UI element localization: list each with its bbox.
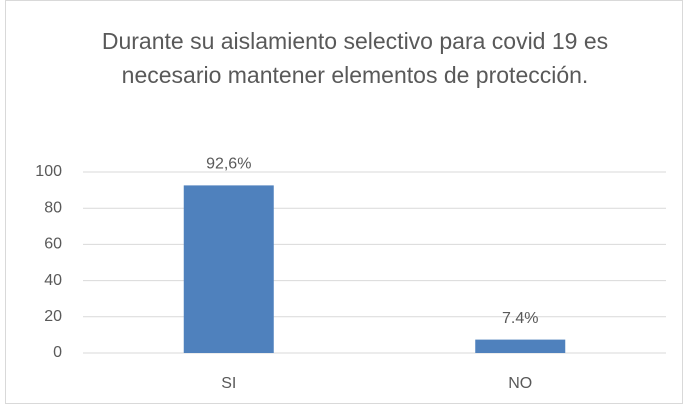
y-tick-label: 60: [44, 236, 62, 253]
x-tick-label: NO: [508, 375, 532, 392]
bar: [183, 185, 274, 353]
chart-title: Durante su aislamiento selectivo para co…: [101, 28, 609, 88]
y-tick-label: 80: [44, 199, 62, 216]
y-tick-label: 0: [53, 344, 62, 361]
y-tick-label: 40: [44, 272, 62, 289]
chart-border: [5, 0, 683, 404]
y-tick-label: 20: [44, 308, 62, 325]
data-label: 7.4%: [502, 310, 538, 327]
x-tick-label: SI: [221, 375, 236, 392]
y-tick-label: 100: [35, 163, 62, 180]
data-label: 92,6%: [206, 156, 251, 173]
bar: [475, 339, 566, 353]
